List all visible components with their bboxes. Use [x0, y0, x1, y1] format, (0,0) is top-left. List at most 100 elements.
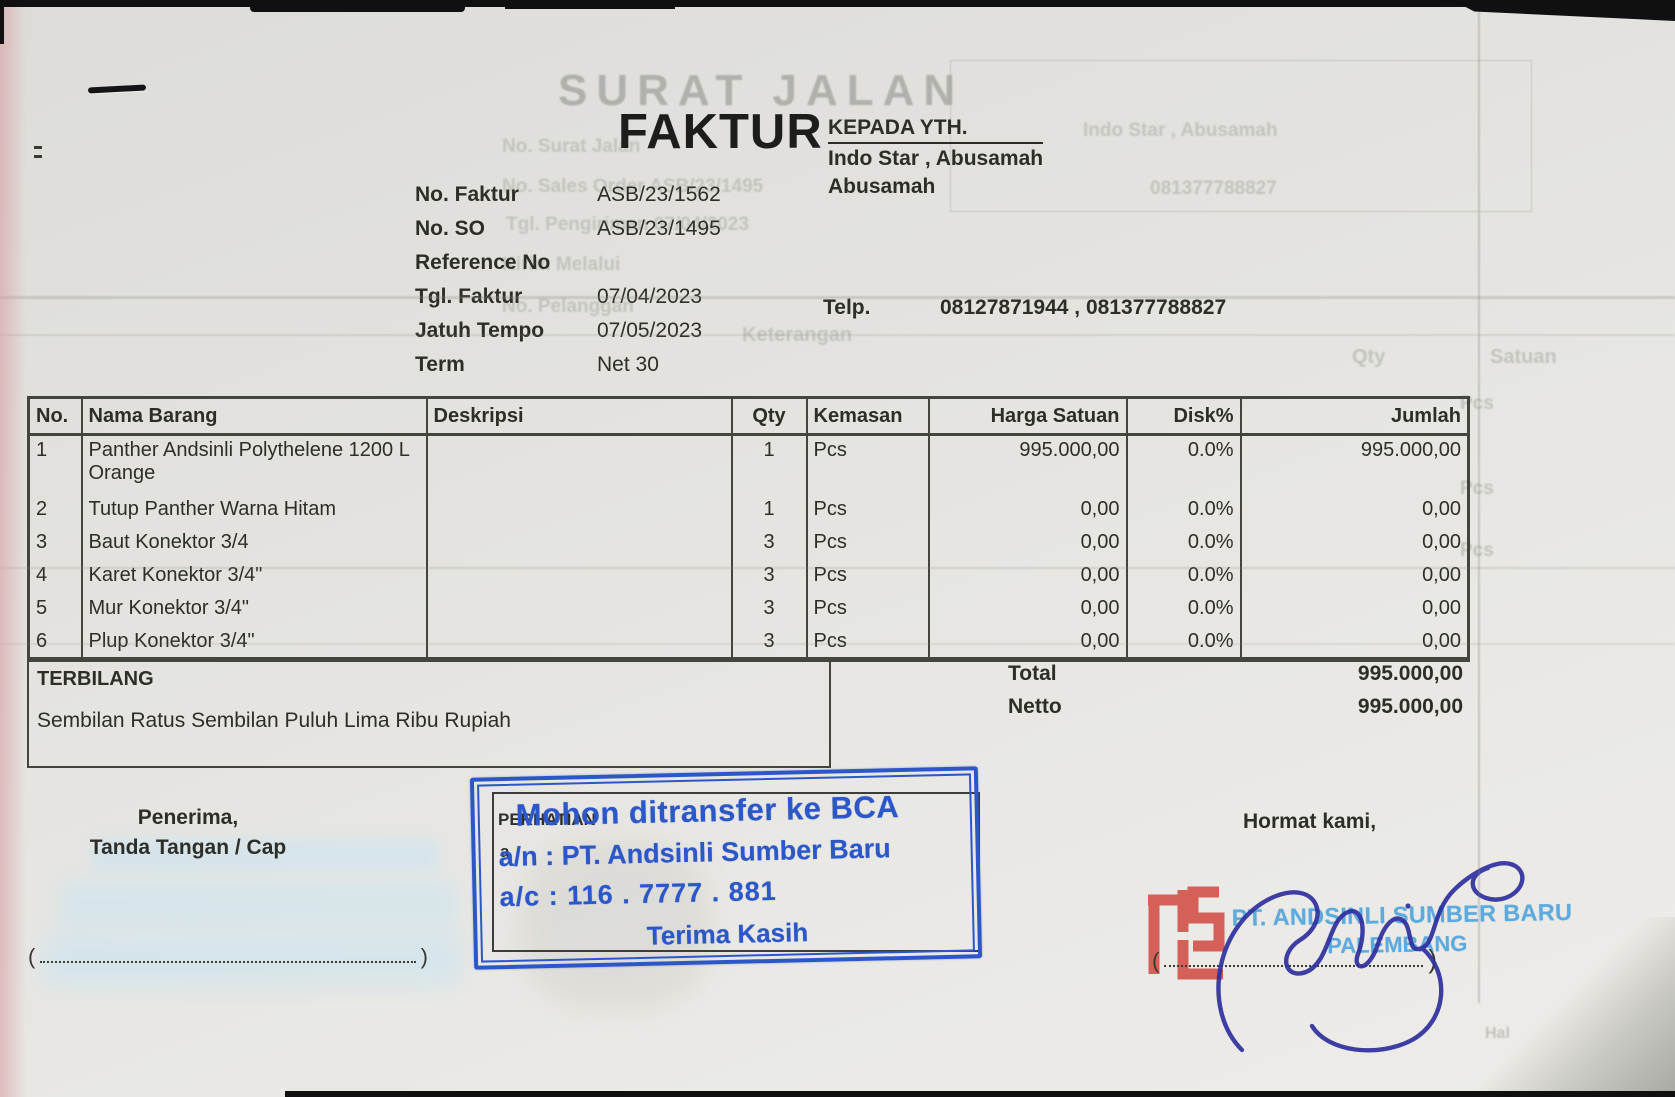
receiver-signature-line: ( )	[28, 938, 428, 968]
bleed-hal: Hal	[1485, 1025, 1510, 1043]
meta-value: 07/04/2023	[597, 285, 703, 308]
total-value: 995.000,00	[1357, 662, 1463, 685]
bleed-line: No. Surat Jalan	[502, 136, 641, 157]
terbilang-box: TERBILANG Sembilan Ratus Sembilan Puluh …	[27, 660, 831, 768]
bank-transfer-stamp-inner: Mohon ditransfer ke BCA a/n : PT. Andsin…	[477, 773, 975, 963]
recipient-heading: KEPADA YTH.	[828, 116, 1044, 144]
stamp-line3: a/c : 116 . 7777 . 881	[499, 875, 778, 913]
cell-qty: 1	[731, 494, 808, 528]
col-header-harga: Harga Satuan	[928, 397, 1128, 436]
cell-deskripsi	[426, 494, 733, 528]
bleed-recipient-name: Indo Star , Abusamah	[1083, 120, 1278, 141]
sender-heading: Hormat kami,	[1243, 810, 1377, 833]
cell-kemasan: Pcs	[806, 626, 930, 660]
handwritten-signature	[1216, 861, 1525, 1053]
cell-nama: Mur Konektor 3/4"	[81, 593, 428, 627]
cell-jumlah: 0,00	[1422, 629, 1461, 652]
scanner-edge	[505, 0, 675, 9]
bleed-smudge	[520, 840, 710, 1010]
col-header-qty: Qty	[731, 397, 808, 436]
netto-value: 995.000,00	[1357, 695, 1463, 718]
cell-deskripsi	[426, 593, 733, 627]
scanner-edge	[0, 0, 4, 44]
cell-disk: 0.0%	[1126, 527, 1242, 561]
cell-kemasan: Pcs	[806, 560, 930, 594]
cell-no: 5	[28, 593, 83, 627]
bleed-line: No. Pelanggan	[502, 296, 634, 317]
cell-kemasan: Pcs	[806, 593, 930, 627]
bank-transfer-stamp: Mohon ditransfer ke BCA a/n : PT. Andsin…	[469, 766, 983, 970]
bleed-recipient-box	[950, 60, 1532, 212]
table-row: 5 Mur Konektor 3/4" 3 Pcs 0,00 0.0% 0,00	[28, 593, 1469, 627]
stamp-line2: a/n : PT. Andsinli Sumber Baru	[498, 833, 891, 873]
col-header-kemasan: Kemasan	[806, 397, 930, 436]
cell-harga: 0,00	[928, 494, 1128, 528]
bleed-qty-header: Qty	[1352, 346, 1386, 368]
paren-open: (	[1152, 948, 1160, 973]
meta-value: ASB/23/1495	[597, 217, 721, 240]
bleed-line: No. Sales Order ASB/23/1495	[502, 176, 764, 197]
table-row: 6 Plup Konektor 3/4" 3 Pcs 0,00 0.0% 0,0…	[28, 626, 1469, 660]
cell-deskripsi	[426, 560, 733, 594]
table-header-row: No. Nama Barang Deskripsi Qty Kemasan Ha…	[28, 397, 1469, 436]
col-header-no: No.	[28, 397, 83, 436]
cell-qty: 3	[731, 527, 808, 561]
scan-edge-tint	[0, 0, 26, 1097]
cell-deskripsi	[426, 626, 733, 660]
attention-printed-letter: a	[500, 842, 510, 861]
table-row: 4 Karet Konektor 3/4" 3 Pcs 0,00 0.0% 0,…	[28, 560, 1469, 594]
cell-qty: 3	[731, 560, 808, 594]
attention-printed-title: PERHATIAN	[498, 810, 596, 829]
meta-value: Net 30	[597, 353, 659, 376]
paper-crease	[0, 296, 1675, 299]
bleed-line: Tgl. Pengiriman 07/04/2023	[506, 214, 749, 235]
recipient-block: KEPADA YTH. Indo Star , Abusamah Abusama…	[828, 116, 1044, 199]
cell-disk: 0.0%	[1126, 560, 1242, 594]
bleed-satuan-header: Satuan	[1490, 346, 1557, 368]
paren-close: )	[420, 944, 428, 969]
scanner-edge	[250, 0, 465, 12]
cell-harga: 0,00	[928, 527, 1128, 561]
cell-jumlah: 995.000,00	[1360, 439, 1461, 461]
pen-mark	[34, 155, 42, 158]
bleed-keterangan: Keterangan	[742, 324, 853, 346]
cell-disk: 0.0%	[1126, 626, 1242, 660]
cell-disk: 0.0%	[1126, 494, 1242, 528]
netto-label: Netto	[1008, 695, 1062, 718]
phone-label: Telp.	[823, 296, 871, 319]
stamp-line1: Mohon ditransfer ke BCA	[515, 789, 900, 833]
cell-qty: 1	[731, 434, 808, 495]
meta-value: ASB/23/1562	[597, 183, 721, 206]
cell-qty: 3	[731, 626, 808, 660]
cell-harga: 0,00	[928, 593, 1128, 627]
terbilang-label: TERBILANG	[37, 668, 154, 690]
cell-jumlah: 0,00	[1422, 497, 1461, 520]
cell-jumlah: 0,00	[1422, 563, 1461, 586]
cell-disk: 0.0%	[1126, 593, 1242, 627]
bleed-phone: 081377788827	[1150, 178, 1277, 199]
paren-open: (	[28, 944, 36, 969]
receiver-line1: Penerima,	[137, 806, 239, 829]
cell-nama: Baut Konektor 3/4	[81, 527, 428, 561]
cell-no: 3	[28, 527, 83, 561]
dotted-line	[1164, 949, 1424, 967]
paper-crease	[0, 643, 1675, 645]
cell-no: 1	[28, 434, 83, 495]
stamp-line4: Terima Kasih	[646, 917, 809, 951]
table-row: 2 Tutup Panther Warna Hitam 1 Pcs 0,00 0…	[28, 494, 1469, 528]
watermark-blob	[90, 838, 440, 872]
cell-harga: 0,00	[928, 626, 1128, 660]
receiver-line2: Tanda Tangan / Cap	[89, 836, 287, 859]
cell-no: 2	[28, 494, 83, 528]
cell-nama: Tutup Panther Warna Hitam	[81, 494, 428, 528]
bleed-title: SURAT JALAN	[558, 66, 965, 115]
recipient-name: Indo Star , Abusamah	[828, 147, 1044, 170]
cell-nama: Panther Andsinli Polythelene 1200 L Oran…	[81, 434, 428, 495]
meta-label: Term	[415, 353, 465, 376]
col-header-disk: Disk%	[1126, 397, 1242, 436]
pen-mark	[34, 146, 42, 149]
dotted-line	[40, 945, 416, 963]
items-table: No. Nama Barang Deskripsi Qty Kemasan Ha…	[27, 396, 1470, 662]
scanner-edge	[285, 1091, 1675, 1097]
total-label: Total	[1008, 662, 1057, 685]
